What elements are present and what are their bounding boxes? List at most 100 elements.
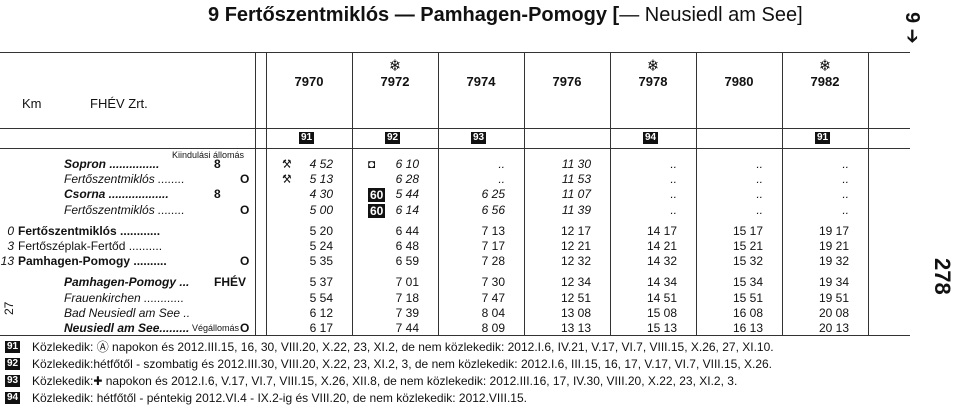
column-rule (610, 52, 611, 335)
time: 16 13 (732, 321, 763, 335)
time: 5 54 (309, 290, 333, 305)
time: 19 32 (818, 254, 849, 269)
time: 6 10 (395, 157, 419, 171)
time: 15 13 (646, 321, 677, 335)
line-number: 9 (208, 4, 220, 26)
station: Fertőszéplak-Fertőd .......... (18, 239, 163, 253)
train-number: 7970 (294, 74, 324, 89)
time: .. (756, 202, 763, 217)
station-ref: 8 (214, 157, 221, 171)
time: .. (842, 202, 849, 217)
train-note: 91 (299, 132, 315, 144)
operator: FHÉV Zrt. (90, 96, 148, 111)
time: .. (670, 202, 677, 217)
time: 12 51 (560, 290, 591, 305)
time: 7 17 (481, 239, 505, 253)
station-ref: O (240, 202, 250, 217)
time: 6 17 (309, 321, 333, 335)
side-mark: 9 ➔ (901, 12, 923, 44)
time: 14 34 (646, 275, 677, 290)
time: 6 44 (395, 223, 419, 238)
time: 19 51 (818, 290, 849, 305)
time: .. (670, 172, 677, 187)
time: .. (756, 172, 763, 187)
time: 12 32 (560, 254, 591, 269)
station: Neusiedl am See......... (64, 321, 190, 335)
train-note: 94 (643, 132, 659, 144)
time: 6 48 (395, 239, 419, 253)
station: Fertőszentmiklós ........ (64, 202, 185, 217)
station-ref: 8 (214, 187, 221, 202)
time: 12 21 (560, 239, 591, 253)
column-rule (782, 52, 783, 335)
station-ref: FHÉV (214, 275, 247, 290)
rule (0, 128, 910, 129)
note-mark: 91 (5, 341, 21, 353)
time: .. (498, 172, 505, 187)
time: 15 08 (646, 305, 677, 320)
title-extension: — Neusiedl am See] (619, 4, 803, 26)
time: 7 30 (481, 275, 505, 290)
page-number-left: 27 (2, 301, 16, 315)
start-label: Kiindulási állomás (172, 150, 245, 160)
note-mark: 92 (5, 358, 21, 370)
time: 19 17 (818, 223, 849, 238)
time: 4 52 (309, 157, 333, 171)
time: 19 21 (818, 239, 849, 253)
time: 11 30 (561, 157, 591, 171)
time: 14 51 (646, 290, 677, 305)
train-note: 91 (815, 132, 831, 144)
time-mark: 60 (368, 203, 386, 218)
time-mark: ⚒ (282, 157, 292, 171)
end-label: Végállomás (192, 323, 240, 333)
time: 13 13 (560, 321, 591, 335)
station-ref: O (240, 254, 250, 269)
time-mark: 60 (368, 188, 386, 203)
train-number: 7974 (466, 74, 496, 89)
time: .. (842, 187, 849, 202)
note-mark: 93 (5, 375, 21, 387)
station: Fertőszentmiklós ............ (18, 223, 161, 238)
train-symbol: ❄ (388, 58, 402, 75)
station: Csorna .................. (64, 187, 169, 202)
note-text: Közlekedik:✚ napokon és 2012.I.6, V.17, … (32, 374, 738, 388)
rule (0, 335, 910, 336)
train-number: 7978 (638, 74, 668, 89)
time: 4 30 (309, 187, 333, 202)
time: 5 20 (309, 223, 333, 238)
column-rule (352, 52, 353, 335)
time: 7 18 (395, 290, 419, 305)
time: 5 35 (309, 254, 333, 269)
time: 8 04 (481, 305, 505, 320)
train-note: 93 (471, 132, 487, 144)
time: 6 59 (395, 254, 419, 269)
km-label: Km (22, 96, 42, 111)
time: .. (498, 157, 505, 171)
time: 12 34 (560, 275, 591, 290)
note-text: Közlekedik: Ⓐ napokon és 2012.III.15, 16… (32, 340, 774, 354)
rule (0, 52, 910, 53)
station-ref: O (240, 321, 250, 335)
time: .. (842, 157, 849, 171)
train-number: 7972 (380, 74, 410, 89)
time: .. (842, 172, 849, 187)
time-mark: ⚒ (282, 172, 292, 187)
time: 15 17 (732, 223, 763, 238)
time: 19 34 (818, 275, 849, 290)
train-number: 7980 (724, 74, 754, 89)
station: Pamhagen-Pomogy .......... (18, 254, 167, 269)
note-mark: 94 (5, 392, 21, 404)
time: 6 56 (481, 202, 505, 217)
time: 20 13 (818, 321, 849, 335)
column-rule (696, 52, 697, 335)
time: 15 21 (732, 239, 763, 253)
column-rule (255, 52, 256, 335)
train-note: 92 (385, 132, 401, 144)
time: 11 39 (561, 202, 591, 217)
time: 13 08 (560, 305, 591, 320)
station: Pamhagen-Pomogy ... (64, 275, 190, 290)
note-text: Közlekedik:hétfőtől - szombatig és 2012.… (32, 357, 773, 371)
time: 12 17 (560, 223, 591, 238)
time: 6 14 (395, 202, 419, 217)
